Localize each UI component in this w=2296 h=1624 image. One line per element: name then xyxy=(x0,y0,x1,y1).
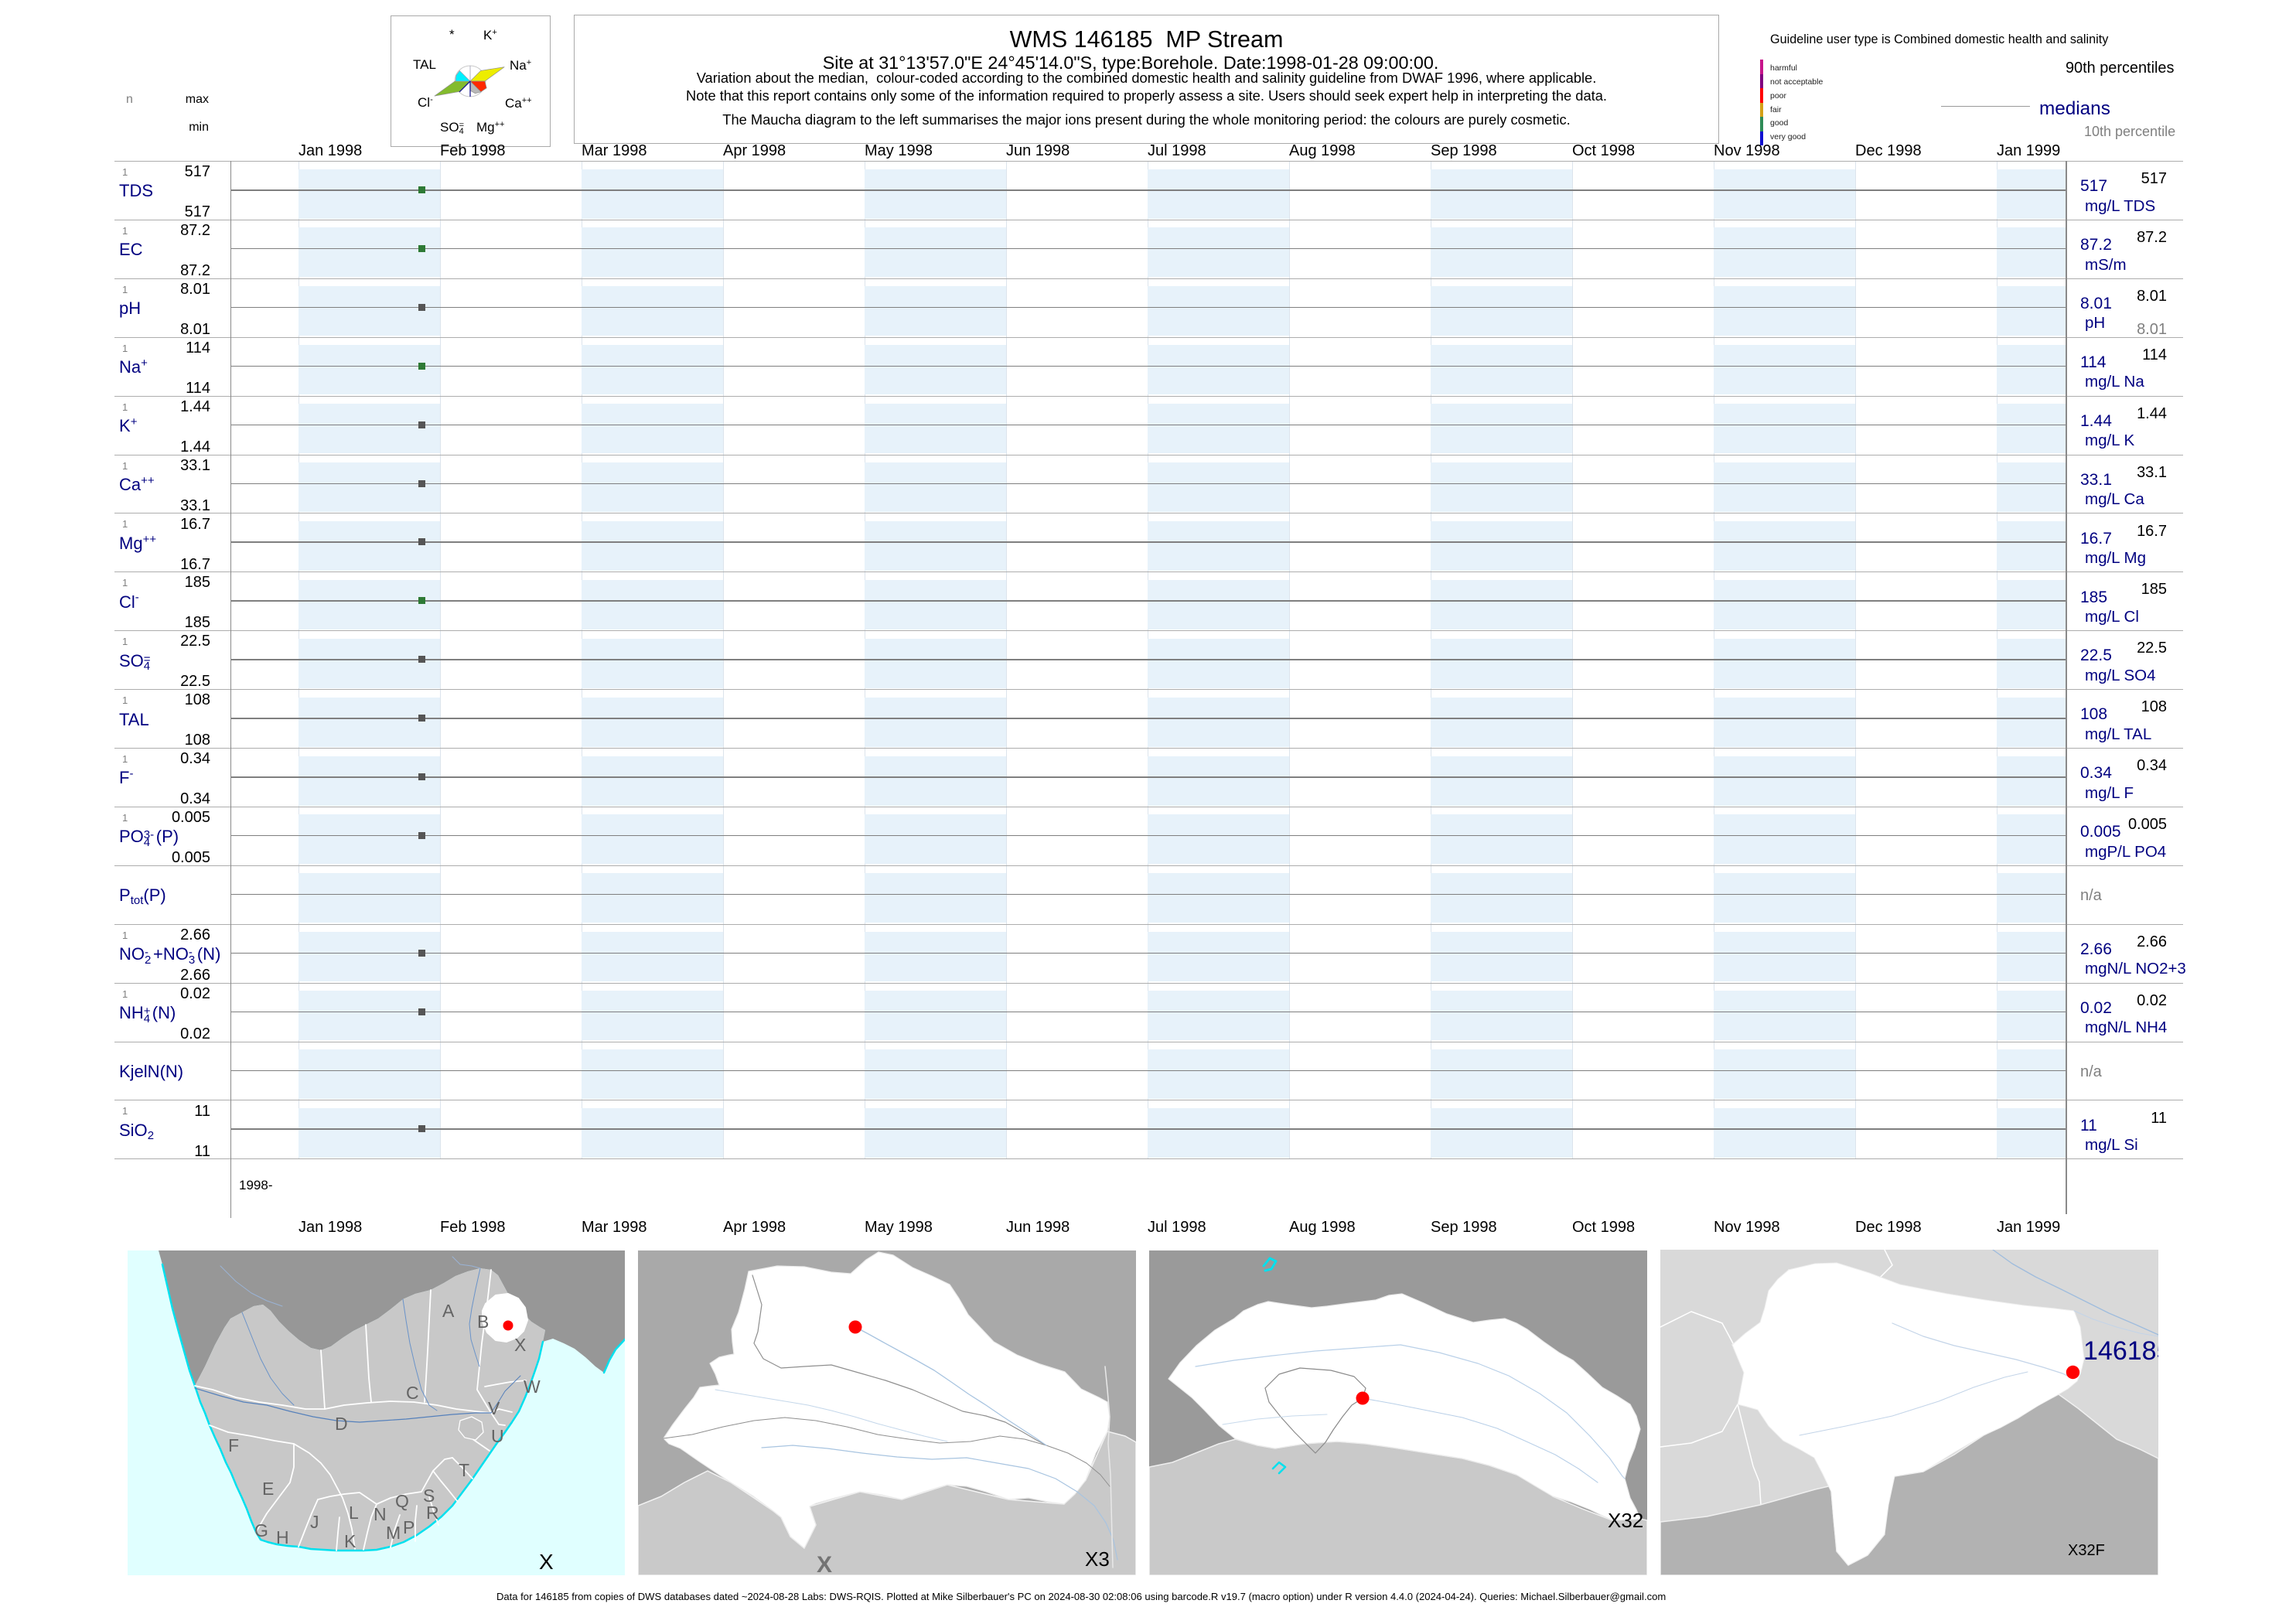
svg-text:X: X xyxy=(817,1552,832,1575)
svg-text:B: B xyxy=(477,1312,489,1332)
svg-text:X32F: X32F xyxy=(2068,1542,2105,1559)
svg-text:U: U xyxy=(491,1426,504,1446)
svg-text:W: W xyxy=(524,1377,541,1397)
svg-text:Q: Q xyxy=(395,1491,409,1511)
svg-text:X32: X32 xyxy=(1608,1509,1643,1532)
svg-text:S: S xyxy=(423,1486,435,1506)
svg-text:H: H xyxy=(276,1527,289,1547)
svg-text:A: A xyxy=(442,1301,455,1321)
svg-text:T: T xyxy=(459,1460,469,1480)
svg-text:146185: 146185 xyxy=(2083,1336,2158,1366)
svg-text:L: L xyxy=(349,1503,359,1523)
svg-text:D: D xyxy=(335,1414,348,1434)
svg-text:J: J xyxy=(310,1512,319,1532)
svg-text:R: R xyxy=(426,1503,439,1523)
svg-text:P: P xyxy=(403,1517,415,1537)
svg-text:F: F xyxy=(228,1435,239,1455)
svg-text:M: M xyxy=(386,1523,401,1543)
svg-text:X3: X3 xyxy=(1085,1547,1110,1571)
svg-text:K: K xyxy=(344,1531,357,1551)
svg-text:X: X xyxy=(539,1550,554,1574)
svg-text:X: X xyxy=(514,1335,526,1355)
svg-text:V: V xyxy=(488,1398,500,1418)
svg-text:G: G xyxy=(254,1520,268,1540)
svg-text:C: C xyxy=(406,1383,419,1403)
svg-text:N: N xyxy=(374,1504,387,1524)
svg-text:E: E xyxy=(262,1479,274,1499)
